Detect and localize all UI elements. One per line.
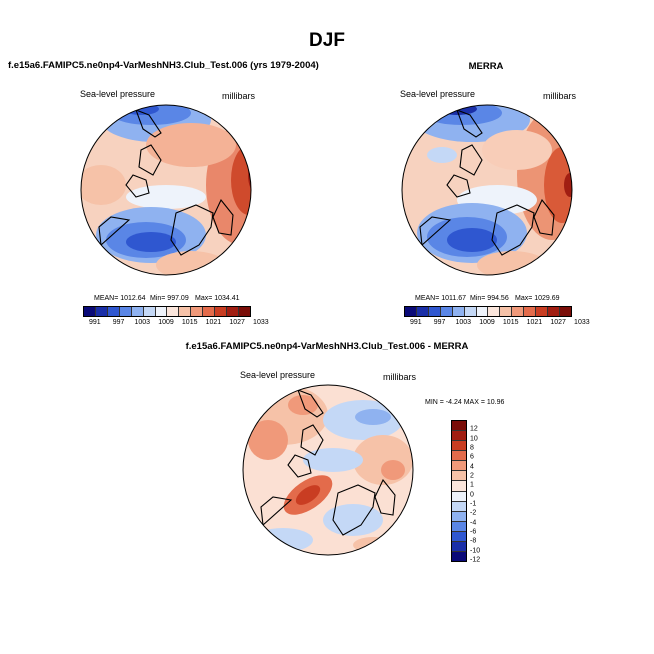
colorbar-tick-label: 1009 — [479, 319, 495, 326]
merra-min-label: Min= 994.56 — [470, 295, 509, 302]
colorbar-swatch — [119, 307, 132, 316]
colorbar-swatch — [452, 471, 466, 482]
colorbar-tick-label: 1021 — [205, 319, 222, 326]
colorbar-tick-label: 997 — [112, 319, 125, 326]
colorbar-tick-label: 1003 — [455, 319, 472, 326]
model-panel-title: f.e15a6.FAMIPC5.ne0np4-VarMeshNH3.Club_T… — [8, 60, 319, 71]
difference-slp-map — [242, 384, 414, 556]
colorbar-swatch — [452, 531, 466, 542]
colorbar-swatch — [215, 307, 228, 316]
model-colorbar — [83, 306, 251, 317]
difference-panel-title: f.e15a6.FAMIPC5.ne0np4-VarMeshNH3.Club_T… — [185, 341, 469, 352]
colorbar-swatch — [512, 307, 525, 316]
colorbar-swatch — [107, 307, 120, 316]
difference-minmax-label: MIN = -4.24 MAX = 10.96 — [425, 399, 505, 406]
difference-var-label: Sea-level pressure — [240, 370, 316, 380]
difference-units-label: millibars — [383, 372, 417, 382]
merra-mean-label: MEAN= 1011.67 — [415, 295, 467, 302]
colorbar-swatch — [452, 421, 466, 432]
colorbar-swatch — [203, 307, 216, 316]
colorbar-swatch — [500, 307, 513, 316]
colorbar-tick-label: 991 — [89, 319, 101, 326]
colorbar-tick-label: 6 — [470, 453, 474, 461]
merra-units-label: millibars — [543, 91, 577, 101]
colorbar-tick-label: 12 — [470, 425, 478, 433]
colorbar-swatch — [452, 431, 466, 442]
colorbar-swatch — [155, 307, 168, 316]
colorbar-swatch — [452, 541, 466, 553]
colorbar-swatch — [179, 307, 192, 316]
colorbar-swatch — [536, 307, 549, 316]
colorbar-tick-label: 1033 — [574, 319, 590, 326]
model-mean-label: MEAN= 1012.64 — [94, 295, 146, 302]
model-var-label: Sea-level pressure — [80, 89, 156, 99]
colorbar-swatch — [464, 307, 477, 316]
colorbar-swatch — [191, 307, 204, 316]
colorbar-tick-label: -6 — [470, 528, 477, 536]
colorbar-swatch — [416, 307, 429, 316]
colorbar-tick-label: 1003 — [134, 319, 151, 326]
colorbar-swatch — [548, 307, 560, 316]
colorbar-swatch — [143, 307, 156, 316]
colorbar-tick-label: 1 — [470, 481, 474, 489]
colorbar-swatch — [452, 511, 466, 522]
model-max-label: Max= 1034.41 — [195, 295, 240, 302]
colorbar-tick-label: -2 — [470, 509, 477, 517]
model-units-label: millibars — [222, 91, 256, 101]
colorbar-swatch — [452, 307, 465, 316]
colorbar-swatch — [452, 481, 466, 492]
colorbar-tick-label: 1033 — [253, 319, 269, 326]
model-slp-map — [80, 104, 252, 276]
colorbar-swatch — [452, 521, 466, 532]
colorbar-swatch — [452, 552, 466, 562]
merra-var-label: Sea-level pressure — [400, 89, 476, 99]
colorbar-tick-label: 10 — [470, 435, 478, 443]
colorbar-tick-label: 1015 — [502, 319, 519, 326]
merra-panel-title: MERRA — [468, 61, 504, 72]
colorbar-swatch — [84, 307, 96, 316]
colorbar-swatch — [524, 307, 537, 316]
colorbar-tick-label: 1027 — [229, 319, 245, 326]
colorbar-swatch — [440, 307, 453, 316]
colorbar-tick-label: 1015 — [181, 319, 198, 326]
colorbar-tick-label: 1021 — [526, 319, 543, 326]
colorbar-tick-label: -10 — [470, 547, 481, 555]
colorbar-swatch — [476, 307, 489, 316]
colorbar-tick-label: 8 — [470, 444, 474, 452]
colorbar-swatch — [452, 491, 466, 502]
colorbar-swatch — [238, 307, 250, 316]
colorbar-swatch — [227, 307, 239, 316]
colorbar-tick-label: 2 — [470, 472, 474, 480]
colorbar-swatch — [452, 461, 466, 472]
colorbar-tick-label: 0 — [470, 491, 474, 499]
page-title: DJF — [309, 30, 345, 51]
colorbar-swatch — [405, 307, 417, 316]
colorbar-tick-label: -12 — [470, 556, 481, 564]
colorbar-tick-label: 1027 — [550, 319, 566, 326]
colorbar-tick-label: 991 — [410, 319, 422, 326]
colorbar-tick-label: 4 — [470, 463, 474, 471]
colorbar-swatch — [167, 307, 180, 316]
colorbar-swatch — [131, 307, 144, 316]
colorbar-tick-label: -1 — [470, 500, 477, 508]
merra-slp-map — [401, 104, 573, 276]
colorbar-swatch — [452, 441, 466, 452]
model-min-label: Min= 997.09 — [150, 295, 189, 302]
colorbar-tick-label: -4 — [470, 519, 477, 527]
colorbar-swatch — [488, 307, 501, 316]
difference-colorbar — [451, 420, 467, 562]
colorbar-tick-label: 997 — [433, 319, 446, 326]
merra-colorbar — [404, 306, 572, 317]
colorbar-tick-label: -8 — [470, 537, 477, 545]
merra-max-label: Max= 1029.69 — [515, 295, 560, 302]
colorbar-tick-label: 1009 — [158, 319, 174, 326]
colorbar-swatch — [452, 451, 466, 462]
colorbar-swatch — [428, 307, 441, 316]
colorbar-swatch — [452, 501, 466, 512]
colorbar-swatch — [95, 307, 108, 316]
colorbar-swatch — [559, 307, 571, 316]
